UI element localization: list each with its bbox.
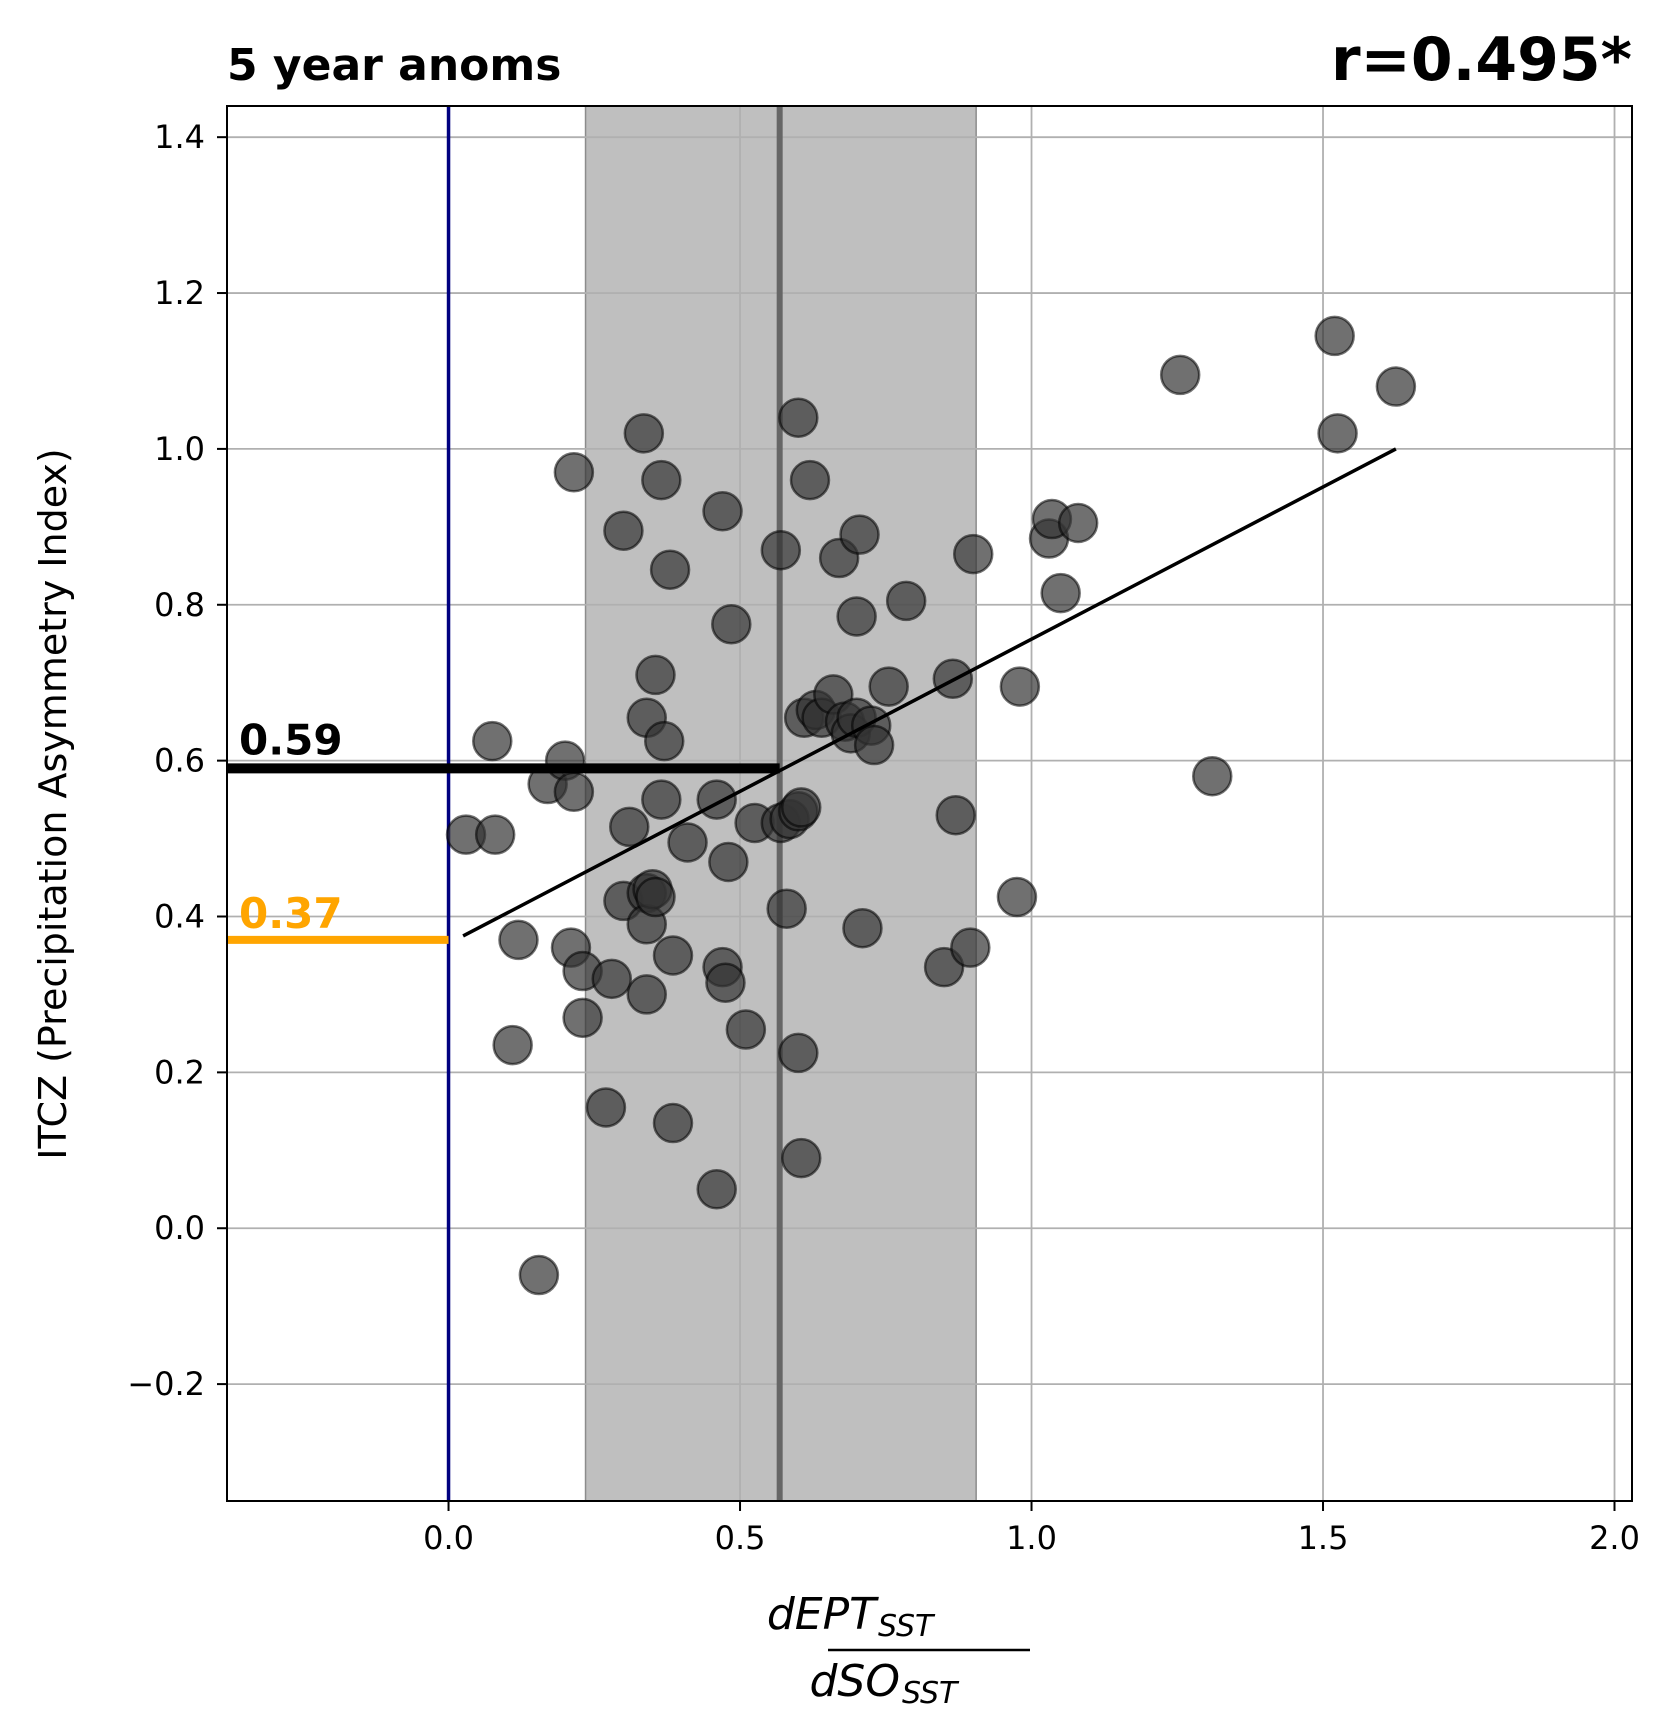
y-tick-label-0: −0.2: [127, 1365, 205, 1403]
data-point-33: [696, 1169, 737, 1210]
data-point-2: [472, 720, 513, 762]
data-point-60: [836, 596, 877, 637]
data-point-78: [1159, 354, 1201, 396]
x-tick-label-1: 0.5: [715, 1519, 766, 1557]
data-point-26: [641, 459, 682, 501]
x-label-denominator-sub: SST: [902, 1676, 960, 1711]
data-point-47: [780, 787, 822, 828]
data-point-1: [474, 814, 516, 855]
data-point-77: [1057, 502, 1099, 544]
data-point-70: [950, 927, 991, 968]
y-tick-label-7: 1.2: [154, 274, 205, 312]
annotation-layer: 0.59 0.37: [227, 715, 780, 944]
data-point-76: [1040, 572, 1081, 614]
data-point-40: [725, 1009, 767, 1050]
y-tick-label-8: 1.4: [154, 118, 205, 156]
data-point-61: [839, 514, 880, 555]
data-point-24: [635, 876, 676, 918]
points-layer: [445, 315, 1417, 1296]
tick-layer: 0.0 0.5 1.0 1.5 2.0 −0.2 0.0 0.2 0.4 0.6 0.8 1.0 1.2…: [127, 118, 1640, 1557]
data-point-4: [498, 919, 539, 961]
data-point-72: [996, 876, 1038, 918]
data-point-30: [652, 1102, 694, 1144]
x-tick-label-2: 1.0: [1006, 1519, 1057, 1557]
data-point-82: [1375, 366, 1417, 407]
data-point-50: [780, 1137, 822, 1179]
data-point-5: [518, 1254, 560, 1296]
data-point-80: [1314, 315, 1355, 357]
y-tick-label-1: 0.0: [154, 1209, 205, 1247]
data-point-64: [853, 724, 895, 766]
data-point-73: [999, 666, 1041, 707]
data-point-22: [626, 974, 668, 1015]
data-point-66: [885, 580, 927, 622]
data-point-15: [603, 510, 644, 551]
data-point-39: [711, 604, 752, 645]
x-label-denominator: dSO: [810, 1656, 901, 1707]
regression-layer: [462, 447, 1397, 938]
y-tick-label-4: 0.6: [154, 742, 205, 780]
data-point-49: [778, 1032, 819, 1074]
y-tick-label-5: 0.8: [154, 586, 205, 624]
x-label-numerator: dEPT: [767, 1589, 879, 1640]
data-point-8: [553, 771, 595, 813]
plot-frame: [226, 105, 1633, 1502]
data-point-27: [641, 779, 682, 820]
data-point-79: [1191, 755, 1233, 797]
correlation-label: r=0.495*: [1331, 25, 1632, 95]
regression-line: [462, 447, 1397, 938]
data-point-34: [696, 779, 737, 820]
x-tick-label-4: 2.0: [1589, 1519, 1640, 1557]
data-point-48: [778, 397, 819, 438]
data-point-65: [868, 666, 909, 707]
intercept-value-label: 0.37: [239, 889, 343, 938]
data-point-37: [705, 962, 746, 1003]
chart-title: 5 year anoms: [227, 40, 561, 91]
mean-value-label: 0.59: [239, 715, 343, 764]
x-label-numerator-sub: SST: [878, 1609, 936, 1644]
data-point-25: [635, 654, 676, 696]
data-point-32: [667, 822, 708, 863]
y-tick-label-3: 0.4: [154, 898, 205, 936]
data-point-12: [562, 997, 603, 1039]
data-point-13: [585, 1087, 627, 1128]
data-point-71: [952, 533, 994, 575]
data-point-81: [1317, 413, 1358, 454]
data-point-44: [766, 888, 807, 929]
data-point-29: [649, 549, 691, 590]
y-tick-label-6: 1.0: [154, 430, 205, 468]
x-tick-label-0: 0.0: [423, 1519, 474, 1557]
data-point-62: [842, 907, 883, 949]
data-point-35: [702, 491, 743, 532]
data-point-28: [643, 720, 685, 762]
data-point-14: [591, 958, 633, 1000]
data-point-3: [492, 1024, 533, 1066]
x-tick-label-3: 1.5: [1298, 1519, 1349, 1557]
data-point-10: [553, 452, 595, 493]
x-axis-label: dEPT SST dSO SST: [767, 1589, 1030, 1711]
grid-layer: [227, 106, 1632, 1501]
y-axis-label: ITCZ (Precipitation Asymmetry Index): [31, 448, 75, 1159]
y-tick-label-2: 0.2: [154, 1053, 205, 1091]
data-point-42: [760, 529, 802, 571]
data-point-17: [609, 806, 650, 848]
data-point-18: [623, 413, 665, 454]
data-point-52: [789, 459, 831, 501]
data-point-31: [652, 935, 694, 976]
data-point-38: [708, 841, 749, 883]
data-point-69: [935, 794, 976, 836]
